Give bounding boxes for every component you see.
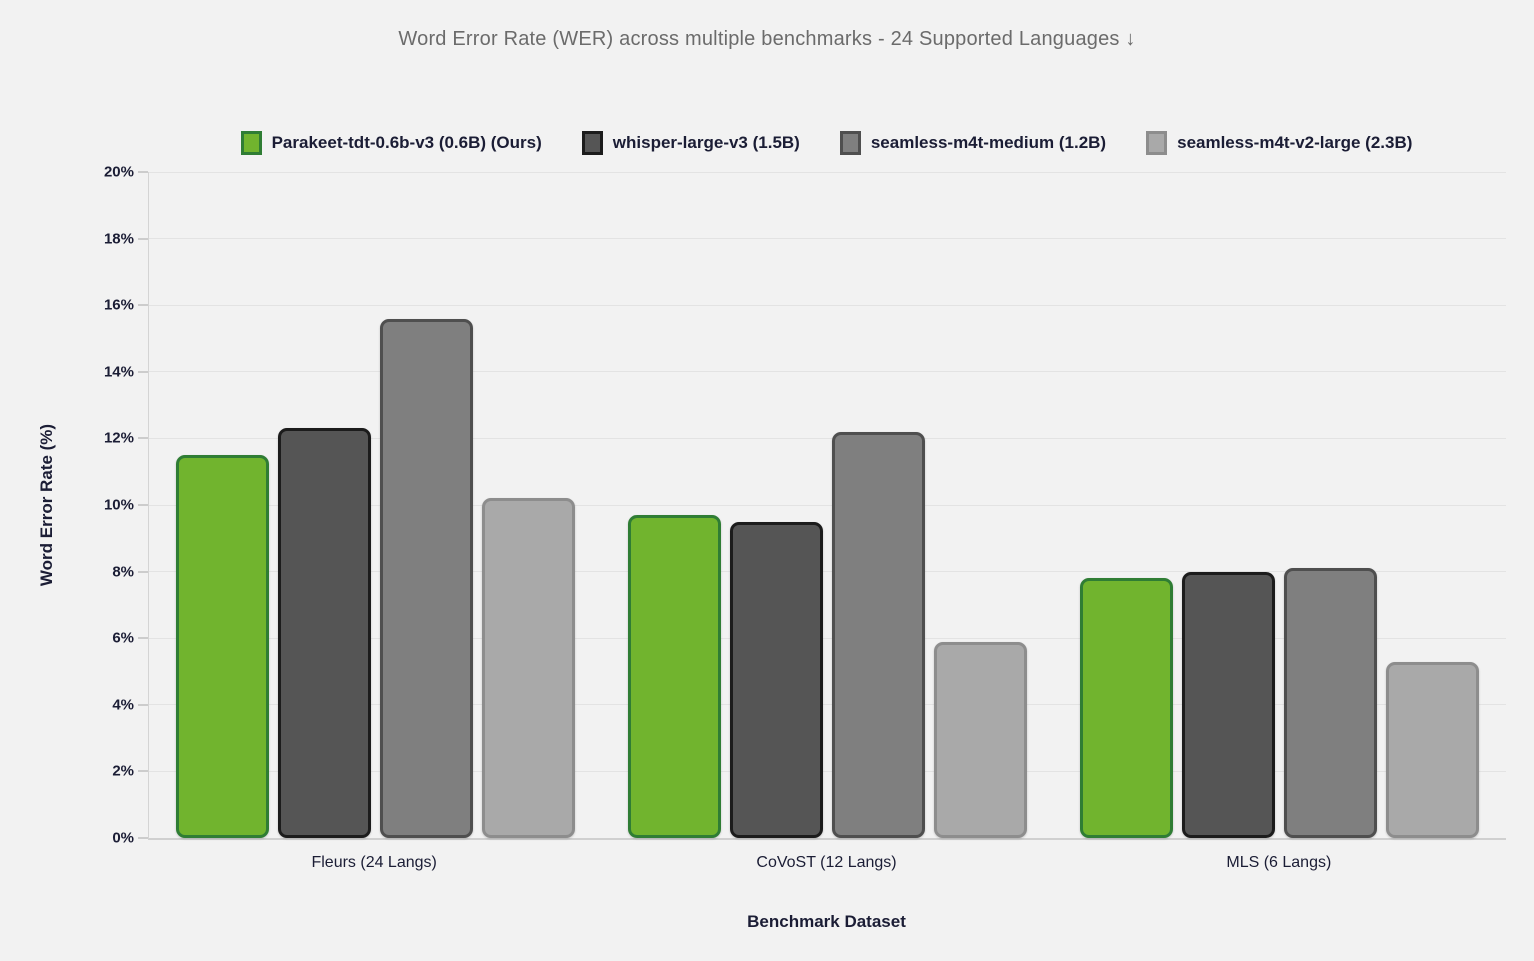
bar-series-0-cat-2	[1080, 578, 1174, 838]
legend-label: seamless-m4t-v2-large (2.3B)	[1177, 133, 1413, 152]
legend-item: seamless-m4t-medium (1.2B)	[839, 131, 1107, 155]
gridline	[149, 238, 1506, 240]
plot-area: 0% 2% 4% 6% 8% 10% 12% 14% 16% 18% 20%	[104, 164, 1506, 847]
y-tick-label: 18%	[103, 230, 134, 248]
y-tick-label: 8%	[112, 563, 134, 581]
bar-series-0-cat-0	[175, 455, 269, 838]
y-tick-mark	[138, 504, 148, 506]
bar-series-1-cat-2	[1182, 571, 1276, 838]
gridline	[149, 704, 1506, 706]
x-category-label: CoVoST (12 Langs)	[756, 854, 897, 871]
chart-title: Word Error Rate (WER) across multiple be…	[398, 28, 1136, 50]
y-tick-label: 16%	[103, 296, 134, 314]
legend-label: Parakeet-tdt-0.6b-v3 (0.6B) (Ours)	[271, 133, 542, 152]
bar-series-1-cat-1	[729, 521, 823, 838]
y-tick-mark	[138, 770, 148, 773]
y-tick-mark	[138, 837, 148, 839]
gridline	[149, 437, 1506, 439]
bar-group	[149, 172, 601, 838]
y-tick-label: 4%	[112, 696, 134, 714]
gridline	[149, 371, 1506, 373]
bar-series-3-cat-2	[1386, 661, 1480, 838]
y-axis-title: Word Error Rate (%)	[37, 423, 56, 587]
y-tick-label: 2%	[112, 762, 134, 780]
y-tick-mark	[138, 637, 148, 640]
legend-item: whisper-large-v3 (1.5B)	[581, 131, 800, 155]
gridline	[149, 571, 1506, 573]
legend-swatch-icon	[1146, 131, 1168, 155]
y-tick-mark	[138, 304, 148, 307]
bar-series-2-cat-2	[1284, 568, 1378, 838]
y-tick-mark	[138, 703, 148, 706]
y-tick-mark	[138, 171, 148, 173]
bar-series-1-cat-0	[277, 428, 371, 838]
gridline	[149, 637, 1506, 639]
legend: Parakeet-tdt-0.6b-v3 (0.6B) (Ours) whispe…	[148, 131, 1505, 155]
y-tick-mark	[138, 370, 148, 373]
x-axis-category-labels: Fleurs (24 Langs) CoVoST (12 Langs) MLS (6…	[148, 854, 1505, 878]
bar-group	[601, 172, 1053, 838]
y-tick-mark	[138, 237, 148, 240]
y-tick-label: 0%	[112, 829, 134, 847]
bar-series-3-cat-0	[481, 498, 575, 838]
legend-label: seamless-m4t-medium (1.2B)	[870, 133, 1107, 152]
legend-label: whisper-large-v3 (1.5B)	[612, 133, 800, 152]
bar-series-3-cat-1	[933, 641, 1027, 838]
legend-swatch-icon	[240, 131, 262, 155]
y-tick-label: 14%	[103, 363, 134, 381]
legend-swatch-icon	[839, 131, 861, 155]
legend-swatch-icon	[581, 131, 603, 155]
gridline	[149, 304, 1506, 306]
gridline	[149, 171, 1506, 173]
x-category-label: MLS (6 Langs)	[1226, 854, 1332, 871]
x-axis-title: Benchmark Dataset	[747, 912, 906, 931]
bar-series-0-cat-1	[627, 515, 721, 838]
y-tick-label: 10%	[103, 496, 134, 514]
y-tick-label: 12%	[103, 429, 134, 447]
y-tick-mark	[138, 570, 148, 573]
bar-series-2-cat-1	[831, 431, 925, 838]
legend-item: seamless-m4t-v2-large (2.3B)	[1146, 131, 1412, 155]
bar-series-2-cat-0	[379, 318, 473, 838]
y-tick-label: 20%	[103, 163, 134, 181]
gridline	[149, 770, 1506, 772]
legend-item: Parakeet-tdt-0.6b-v3 (0.6B) (Ours)	[240, 131, 542, 155]
gridline	[149, 504, 1506, 506]
y-tick-label: 6%	[112, 629, 134, 647]
bar-group	[1054, 172, 1506, 838]
y-tick-mark	[138, 437, 148, 440]
x-category-label: Fleurs (24 Langs)	[311, 854, 437, 871]
